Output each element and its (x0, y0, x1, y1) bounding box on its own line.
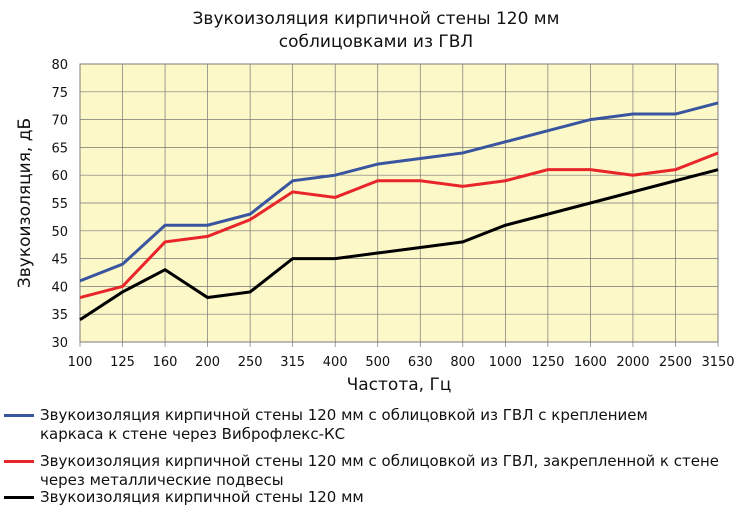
chart-title-line-2: соблицовками из ГВЛ (278, 32, 474, 52)
legend-swatch (4, 496, 34, 499)
x-tick-label: 250 (238, 355, 263, 370)
y-tick-label: 45 (51, 253, 68, 268)
y-tick-label: 50 (51, 225, 68, 240)
x-tick-label: 200 (195, 355, 220, 370)
y-tick-label: 55 (51, 197, 68, 212)
legend-label: Звукоизоляция кирпичной стены 120 мм с о… (40, 452, 720, 489)
x-tick-label: 2000 (616, 355, 649, 370)
y-tick-label: 30 (51, 336, 68, 351)
series-line-1 (79, 101, 719, 283)
x-tick-label: 125 (110, 355, 135, 370)
x-tick-label: 315 (280, 355, 305, 370)
x-tick-label: 2500 (659, 355, 692, 370)
y-tick-label: 40 (51, 280, 68, 295)
series-line-2 (79, 151, 719, 299)
y-tick-label: 80 (51, 58, 68, 73)
x-tick-label: 1600 (574, 355, 607, 370)
x-tick-label: 500 (365, 355, 390, 370)
y-tick-label: 75 (51, 86, 68, 101)
y-tick-label: 35 (51, 308, 68, 323)
x-tick-label: 3150 (701, 355, 734, 370)
legend-label: Звукоизоляция кирпичной стены 120 мм с о… (40, 406, 648, 443)
y-tick-label: 70 (51, 114, 68, 129)
legend-swatch (4, 414, 34, 417)
x-tick-label: 160 (153, 355, 178, 370)
x-tick-label: 1000 (489, 355, 522, 370)
legend-label: Звукоизоляция кирпичной стены 120 мм (40, 488, 364, 506)
x-axis-label: Частота, Гц (347, 375, 452, 395)
legend-swatch (4, 460, 34, 463)
y-tick-label: 65 (51, 141, 68, 156)
x-tick-label: 400 (323, 355, 348, 370)
y-tick-label: 60 (51, 169, 68, 184)
x-tick-label: 800 (450, 355, 475, 370)
x-tick-label: 100 (68, 355, 93, 370)
x-tick-label: 630 (408, 355, 433, 370)
x-tick-label: 1250 (531, 355, 564, 370)
y-axis-label: Звукоизоляция, дБ (15, 118, 35, 288)
series-line-3 (79, 168, 719, 322)
chart-title-line-1: Звукоизоляция кирпичной стены 120 мм (192, 9, 560, 29)
